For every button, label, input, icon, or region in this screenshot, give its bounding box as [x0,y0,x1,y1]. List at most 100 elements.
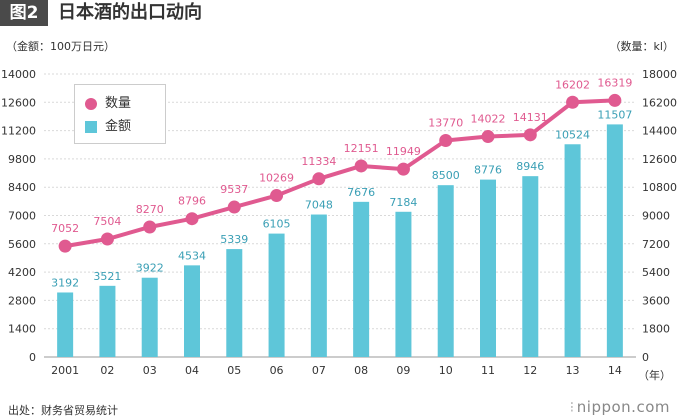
line-quantity-value-label: 16319 [597,76,632,89]
right-axis-tick-label: 16200 [642,96,677,109]
bar-amount-value-label: 8946 [516,160,544,173]
x-axis-tick-label: 13 [566,364,580,377]
right-axis-unit: （数量：kl） [609,40,674,53]
line-quantity-point [396,162,410,176]
bar-amount-value-label: 4534 [178,249,206,262]
left-axis-unit: （金额：100万日元） [6,40,115,53]
x-axis-tick-label: 10 [439,364,453,377]
line-quantity-point [185,212,199,226]
bar-amount [564,144,581,357]
bar-amount-value-label: 3521 [93,270,121,283]
right-axis-tick-label: 10800 [642,181,677,194]
chart-legend: 数量 金额 [74,84,166,144]
bar-amount [184,265,200,357]
left-axis-tick-label: 2800 [8,294,36,307]
bar-amount [268,233,285,357]
bar-amount [57,292,74,357]
bar-amount [437,185,454,357]
bar-amount [480,179,496,357]
line-quantity-value-label: 8796 [178,195,206,208]
x-axis-tick-label: 06 [270,364,284,377]
bar-amount [522,176,539,357]
bar-amount-value-label: 8500 [432,169,460,182]
bar-amount [606,124,623,357]
bar-amount-value-label: 3192 [51,276,79,289]
bar-amount-value-label: 7184 [389,196,417,209]
x-axis-tick-label: 09 [396,364,410,377]
figure-badge: 图2 [0,0,48,26]
line-quantity-point [439,134,453,148]
right-axis-tick-label: 1800 [642,323,670,336]
line-quantity-value-label: 7052 [51,222,79,235]
legend-marker-quantity [85,98,97,110]
line-quantity-point [227,200,241,214]
legend-label-quantity: 数量 [105,96,132,111]
bar-amount-value-label: 8776 [474,164,502,177]
line-quantity-value-label: 13770 [428,117,463,130]
left-axis-tick-label: 8400 [8,181,36,194]
right-axis-tick-label: 5400 [642,266,670,279]
line-quantity-value-label: 10269 [259,172,294,185]
line-quantity-value-label: 7504 [93,215,121,228]
x-axis-tick-label: 12 [523,364,537,377]
left-axis-tick-label: 12600 [1,96,36,109]
logo-text: nippon.com [576,398,670,416]
left-axis-tick-label: 14000 [1,68,36,81]
x-axis-tick-label: 14 [608,364,622,377]
line-quantity-value-label: 11334 [301,155,336,168]
line-quantity-point [608,93,622,107]
line-quantity-value-label: 12151 [344,142,379,155]
logo-dots-icon: ⁝ [569,398,575,416]
source-note: 出处：财务省贸易统计 [8,404,118,417]
bar-amount [395,211,412,357]
x-axis-tick-label: 03 [143,364,157,377]
right-axis-tick-label: 0 [642,351,649,364]
right-axis-tick-label: 12600 [642,153,677,166]
bar-amount-value-label: 7676 [347,186,375,199]
bar-amount-value-label: 10524 [555,128,590,141]
x-axis-unit-label: （年） [638,368,671,382]
left-axis-tick-label: 4200 [8,266,36,279]
line-quantity-point [270,189,284,203]
line-quantity-value-label: 8270 [136,203,164,216]
left-axis-tick-label: 0 [29,351,36,364]
x-axis-tick-label: 08 [354,364,368,377]
chart-title: 日本酒的出口动向 [58,2,202,23]
line-quantity-point [354,159,368,173]
line-quantity-value-label: 11949 [386,145,421,158]
line-quantity-value-label: 9537 [220,183,248,196]
line-quantity [64,98,615,249]
bar-amount-value-label: 5339 [220,233,248,246]
line-quantity-point [481,130,495,144]
x-axis-tick-label: 07 [312,364,326,377]
left-axis-tick-label: 5600 [8,238,36,251]
bar-amount-value-label: 11507 [597,108,632,121]
right-axis-tick-label: 14400 [642,125,677,138]
right-axis-tick-label: 7200 [642,238,670,251]
legend-marker-amount [85,121,97,133]
bar-amount-value-label: 3922 [136,262,164,275]
line-quantity-point [100,232,114,246]
bar-amount [226,249,243,357]
line-quantity-point [143,220,157,234]
left-axis-tick-label: 9800 [8,153,36,166]
x-axis-tick-label: 05 [227,364,241,377]
right-axis-tick-label: 3600 [642,294,670,307]
x-axis-tick-label: 2001 [51,364,79,377]
line-quantity-point [566,95,580,109]
bar-amount-value-label: 7048 [305,199,333,212]
left-axis-tick-label: 11200 [1,125,36,138]
x-axis-tick-label: 04 [185,364,199,377]
line-quantity-point [58,239,72,253]
line-quantity-value-label: 14022 [471,113,506,126]
bar-amount [310,214,327,357]
left-axis-tick-label: 1400 [8,323,36,336]
x-axis-tick-label: 02 [100,364,114,377]
left-axis-tick-label: 7000 [8,210,36,223]
chart-header: 图2 日本酒的出口动向 [0,0,680,26]
bar-amount-value-label: 6105 [263,218,291,231]
line-quantity-point [312,172,326,186]
line-quantity-value-label: 16202 [555,78,590,91]
bar-amount [353,201,370,357]
